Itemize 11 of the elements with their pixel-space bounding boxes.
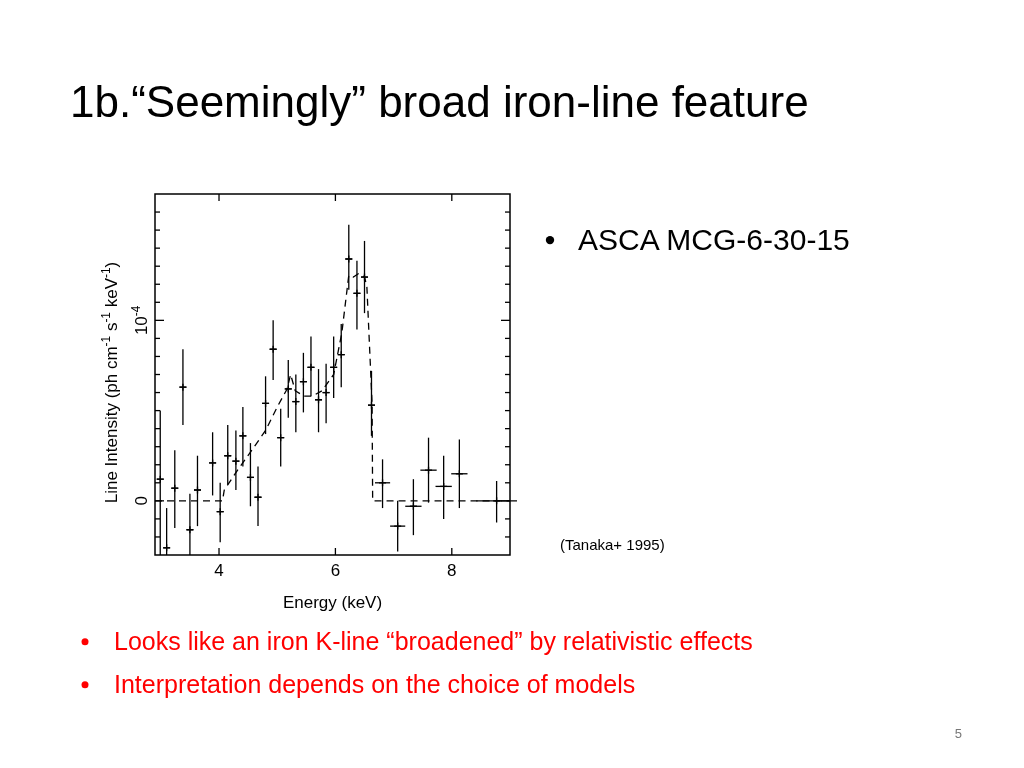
text: Interpretation depends on the choice of models — [114, 670, 636, 698]
y-tick-label: 0 — [132, 496, 151, 506]
chart-title: 1b.“Seemingly” broad iron-line feature — [70, 77, 809, 126]
text: Looks like an iron K-line “broadened” by relativistic effects — [114, 627, 753, 655]
text: 5 — [954, 726, 962, 741]
x-tick-label: 6 — [330, 561, 341, 580]
x-tick-label: 4 — [214, 561, 224, 580]
x-axis-title: Energy (keV) — [282, 593, 383, 612]
text: ASCA MCG-6-30-15 — [578, 223, 850, 256]
text: (Tanaka+ 1995) — [560, 536, 665, 553]
x-tick-label: 8 — [447, 561, 457, 580]
